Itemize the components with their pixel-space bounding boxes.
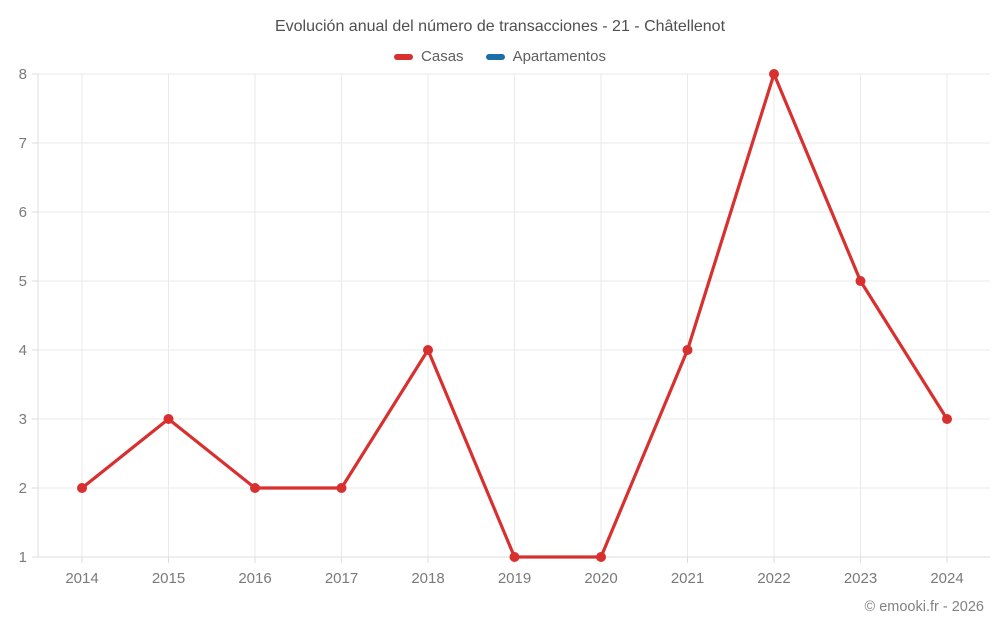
y-axis-label: 2 <box>19 480 27 497</box>
casas-legend-swatch-icon <box>394 53 414 60</box>
data-point-casas-2017[interactable] <box>336 483 347 493</box>
x-axis-label: 2021 <box>671 570 704 587</box>
data-point-casas-2018[interactable] <box>423 345 433 355</box>
x-axis-label: 2024 <box>930 570 963 587</box>
legend-label-casas: Casas <box>421 48 464 65</box>
x-axis-label: 2023 <box>844 570 877 587</box>
data-point-casas-2019[interactable] <box>509 552 520 562</box>
y-axis-label: 1 <box>19 549 27 566</box>
y-axis-label: 6 <box>19 204 27 221</box>
x-axis-label: 2015 <box>152 570 185 587</box>
x-axis-label: 2017 <box>325 570 358 587</box>
y-axis-label: 5 <box>19 273 27 290</box>
data-point-casas-2015[interactable] <box>163 414 174 424</box>
x-axis-label: 2016 <box>238 570 271 587</box>
x-axis-label: 2014 <box>65 570 98 587</box>
copyright-text: © emooki.fr - 2026 <box>864 599 984 615</box>
legend: Casas Apartamentos <box>0 48 1000 65</box>
data-point-casas-2024[interactable] <box>942 414 952 424</box>
legend-item-casas[interactable]: Casas <box>394 48 464 65</box>
apartamentos-legend-swatch-icon <box>485 53 505 60</box>
x-axis-label: 2018 <box>411 570 444 587</box>
data-point-casas-2021[interactable] <box>682 345 693 355</box>
data-point-casas-2022[interactable] <box>769 69 779 79</box>
data-point-casas-2016[interactable] <box>250 483 260 493</box>
data-point-casas-2014[interactable] <box>77 483 87 493</box>
y-axis-label: 4 <box>19 342 27 359</box>
y-axis-label: 7 <box>19 135 27 152</box>
data-point-casas-2023[interactable] <box>855 276 866 286</box>
chart-title: Evolución anual del número de transaccio… <box>274 18 726 35</box>
legend-label-apartamentos: Apartamentos <box>512 48 606 65</box>
x-axis-label: 2020 <box>584 570 617 587</box>
x-axis-label: 2022 <box>757 570 790 587</box>
x-axis-label: 2019 <box>498 570 531 587</box>
data-point-casas-2020[interactable] <box>596 552 606 562</box>
y-axis-label: 8 <box>19 66 27 83</box>
y-axis-label: 3 <box>19 411 27 428</box>
legend-item-apartamentos[interactable]: Apartamentos <box>485 48 606 65</box>
